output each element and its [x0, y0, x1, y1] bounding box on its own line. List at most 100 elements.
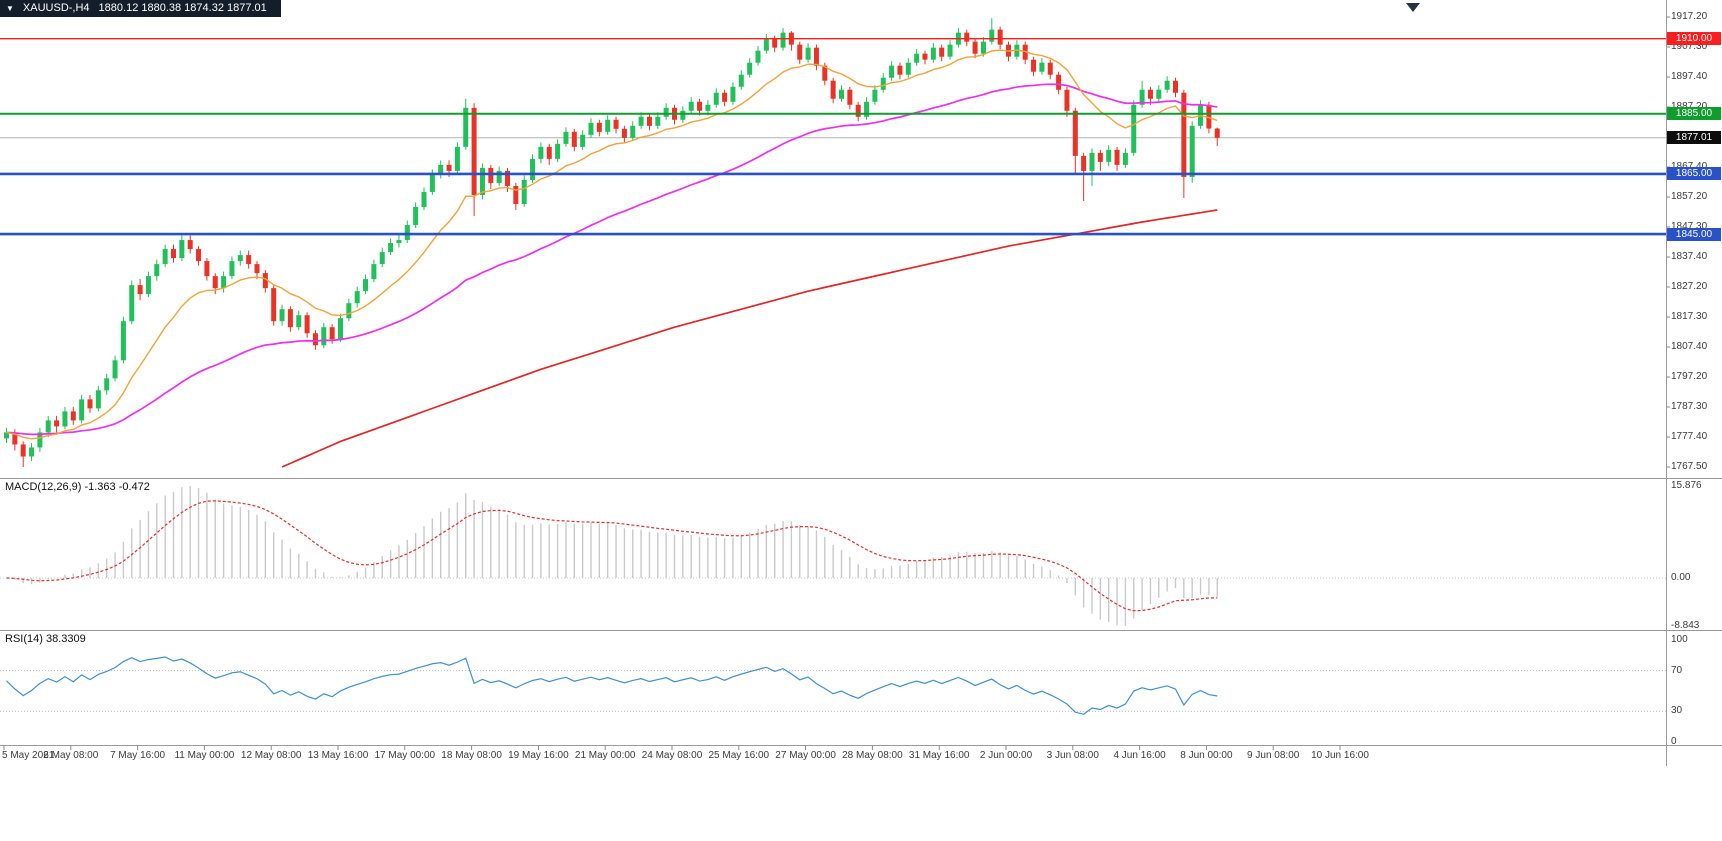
- time-axis-label: 13 May 16:00: [307, 750, 369, 761]
- macd-scale-label: 0.00: [1671, 572, 1691, 583]
- candle-bearish: [646, 116, 652, 126]
- candle-bullish: [521, 179, 527, 204]
- candle-bearish: [571, 131, 577, 147]
- candle-bullish: [688, 101, 694, 111]
- candle-bearish: [1206, 104, 1212, 129]
- ma-slow-line: [281, 209, 1218, 468]
- macd-scale-label: 15.876: [1671, 480, 1702, 491]
- candle-bullish: [663, 107, 669, 117]
- candle-bearish: [546, 146, 552, 159]
- candle-bullish: [145, 276, 151, 295]
- price-tag-1885.00[interactable]: 1885.00: [1667, 107, 1721, 121]
- ohlc-values: 1880.12 1880.38 1874.32 1877.01: [98, 2, 267, 14]
- candle-bearish: [171, 249, 176, 259]
- candle-bullish: [112, 360, 118, 379]
- candle-bullish: [321, 327, 327, 346]
- candle-bullish: [354, 291, 360, 304]
- candle-bullish: [479, 167, 485, 195]
- candle-bearish: [596, 122, 602, 132]
- symbol-name: XAUUSD-,H4: [22, 2, 90, 14]
- candle-bearish: [312, 333, 318, 346]
- candle-bullish: [1164, 80, 1170, 90]
- candle-bearish: [972, 41, 978, 54]
- candle-bullish: [496, 170, 502, 183]
- candle-bullish: [371, 264, 377, 280]
- candle-bullish: [630, 125, 636, 138]
- chart-shift-marker-icon[interactable]: [1406, 3, 1420, 12]
- price-axis-label: 1777.40: [1671, 431, 1708, 442]
- candle-bearish: [847, 89, 853, 105]
- rsi-indicator-label: RSI(14) 38.3309: [5, 633, 86, 645]
- candle-bearish: [1114, 149, 1120, 165]
- candle-bullish: [1122, 152, 1128, 165]
- candle-bearish: [513, 185, 519, 204]
- time-axis-label: 24 May 08:00: [641, 750, 703, 761]
- candle-bullish: [588, 122, 594, 135]
- candle-bullish: [1039, 62, 1045, 72]
- candle-bullish: [880, 77, 886, 90]
- candle-bullish: [1089, 152, 1095, 171]
- rsi-scale-label: 70: [1671, 664, 1683, 676]
- time-axis-label: 5 May 2021: [2, 750, 55, 761]
- candle-bearish: [613, 119, 619, 129]
- candle-bearish: [1081, 155, 1087, 171]
- candle-bullish: [980, 41, 986, 54]
- candle-bearish: [446, 164, 452, 171]
- price-tag-1845.00[interactable]: 1845.00: [1667, 227, 1721, 241]
- candle-bullish: [738, 74, 744, 87]
- candle-bearish: [20, 444, 26, 457]
- candle-bearish: [187, 240, 193, 250]
- candle-bullish: [4, 432, 9, 439]
- price-tag-1865.00[interactable]: 1865.00: [1667, 167, 1721, 181]
- symbol-dropdown-icon[interactable]: ▼: [6, 3, 14, 13]
- price-axis-label: 1767.50: [1671, 461, 1708, 472]
- candle-bullish: [914, 53, 920, 63]
- candle-bullish: [805, 47, 811, 60]
- time-axis-label: 11 May 00:00: [174, 750, 235, 761]
- candle-bullish: [538, 146, 544, 159]
- candle-bullish: [1156, 89, 1162, 99]
- candle-bearish: [830, 80, 836, 99]
- price-axis-label: 1847.30: [1671, 221, 1708, 232]
- candle-bullish: [95, 390, 101, 409]
- candle-bearish: [262, 273, 268, 289]
- candle-bearish: [137, 285, 143, 295]
- candle-bearish: [54, 420, 60, 427]
- candle-bearish: [922, 53, 928, 60]
- price-tag-1910.00[interactable]: 1910.00: [1667, 32, 1721, 46]
- candle-bullish: [1106, 149, 1112, 162]
- candle-bearish: [1072, 110, 1078, 156]
- candle-bullish: [154, 264, 160, 277]
- candle-bullish: [1131, 104, 1137, 153]
- time-axis-label: 17 May 00:00: [374, 750, 436, 761]
- candle-bullish: [713, 92, 719, 105]
- time-axis-label: 8 Jun 00:00: [1180, 750, 1233, 761]
- price-axis-label: 1907.30: [1671, 41, 1708, 52]
- candle-bullish: [864, 101, 870, 117]
- price-axis-label: 1867.40: [1671, 161, 1707, 172]
- candle-bullish: [889, 65, 895, 78]
- candle-bullish: [989, 29, 995, 42]
- candle-bullish: [346, 303, 352, 319]
- candle-bullish: [747, 62, 753, 75]
- candle-bearish: [287, 309, 293, 328]
- candle-bearish: [304, 315, 310, 334]
- candle-bullish: [580, 134, 586, 147]
- symbol-toolbar[interactable]: ▼ XAUUSD-,H4 1880.12 1880.38 1874.32 187…: [0, 0, 281, 17]
- candle-bearish: [997, 29, 1003, 45]
- candle-bullish: [872, 89, 878, 102]
- price-axis-label: 1917.20: [1671, 11, 1708, 22]
- candle-bearish: [212, 276, 218, 289]
- candle-bearish: [964, 32, 970, 42]
- time-axis-label: 27 May 00:00: [775, 750, 836, 761]
- candle-bullish: [221, 276, 227, 289]
- candle-bullish: [638, 116, 644, 126]
- candle-bearish: [329, 327, 335, 340]
- candle-bearish: [1056, 74, 1062, 90]
- candle-bearish: [505, 170, 510, 186]
- candle-bullish: [947, 44, 953, 57]
- candle-bullish: [555, 143, 561, 159]
- candle-bullish: [279, 309, 285, 322]
- price-axis-label: 1807.40: [1671, 341, 1708, 352]
